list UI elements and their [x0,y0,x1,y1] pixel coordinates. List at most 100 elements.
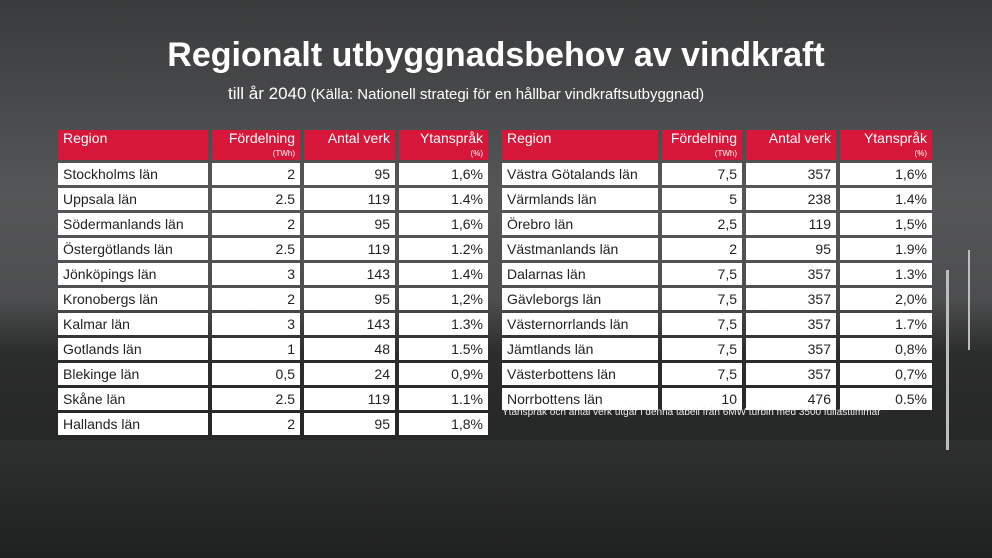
cell-fordelning: 7,5 [662,363,742,385]
cell-antal: 357 [746,363,836,385]
cell-region: Värmlands län [502,188,658,210]
left-table: Region Fördelning (TWh) Antal verk Ytanspråk… [58,130,488,438]
cell-ytansprak: 1.7% [840,313,932,335]
cell-antal: 357 [746,313,836,335]
header-label: Ytanspråk [863,130,927,146]
cell-fordelning: 1 [212,338,300,360]
subtitle: till år 2040 (Källa: Nationell strategi … [228,84,704,104]
wind-turbine [946,270,949,450]
cell-region: Jönköpings län [58,263,208,285]
subtitle-main: till år 2040 [228,84,307,103]
cell-region: Gotlands län [58,338,208,360]
cell-fordelning: 2 [212,163,300,185]
header-unit: (TWh) [714,149,737,158]
cell-ytansprak: 1,8% [399,413,488,435]
cell-region: Kronobergs län [58,288,208,310]
table-row: Västmanlands län 2 95 1.9% [502,238,932,260]
table-row: Örebro län 2,5 119 1,5% [502,213,932,235]
cell-antal: 119 [304,188,395,210]
cell-ytansprak: 1.4% [399,263,488,285]
header-fordelning: Fördelning (TWh) [662,130,742,160]
table-row: Dalarnas län 7,5 357 1.3% [502,263,932,285]
table-row: Gävleborgs län 7,5 357 2,0% [502,288,932,310]
footnote: Ytanspråk och antal verk utgår i denna t… [502,407,881,418]
cell-fordelning: 2 [212,413,300,435]
header-fordelning: Fördelning (TWh) [212,130,300,160]
cell-antal: 119 [304,238,395,260]
cell-fordelning: 3 [212,313,300,335]
cell-fordelning: 7,5 [662,313,742,335]
cell-antal: 238 [746,188,836,210]
cell-antal: 143 [304,313,395,335]
cell-fordelning: 7,5 [662,288,742,310]
table-row: Gotlands län 1 48 1.5% [58,338,488,360]
subtitle-source: (Källa: Nationell strategi för en hållba… [310,86,705,103]
table-row: Västernorrlands län 7,5 357 1.7% [502,313,932,335]
table-row: Hallands län 2 95 1,8% [58,413,488,435]
cell-antal: 357 [746,163,836,185]
cell-region: Skåne län [58,388,208,410]
cell-region: Kalmar län [58,313,208,335]
table-header: Region Fördelning (TWh) Antal verk Ytanspråk… [58,130,488,160]
table-row: Värmlands län 5 238 1.4% [502,188,932,210]
table-row: Norrbottens län 10 476 0.5% [502,388,932,410]
table-header: Region Fördelning (TWh) Antal verk Ytanspråk… [502,130,932,160]
header-label: Fördelning [228,130,295,146]
cell-ytansprak: 1.5% [399,338,488,360]
cell-region: Norrbottens län [502,388,658,410]
header-region: Region [502,130,658,160]
header-label: Antal verk [327,130,390,146]
cell-region: Gävleborgs län [502,288,658,310]
cell-antal: 48 [304,338,395,360]
table-row: Jönköpings län 3 143 1.4% [58,263,488,285]
cell-fordelning: 2 [212,288,300,310]
cell-region: Västernorrlands län [502,313,658,335]
cell-antal: 143 [304,263,395,285]
cell-ytansprak: 1.3% [840,263,932,285]
cell-region: Jämtlands län [502,338,658,360]
cell-ytansprak: 1.9% [840,238,932,260]
table-row: Södermanlands län 2 95 1,6% [58,213,488,235]
table-row: Västerbottens län 7,5 357 0,7% [502,363,932,385]
cell-antal: 95 [304,163,395,185]
table-row: Kalmar län 3 143 1.3% [58,313,488,335]
header-label: Region [507,130,552,146]
wind-turbine [968,250,970,350]
cell-fordelning: 5 [662,188,742,210]
cell-ytansprak: 1.4% [840,188,932,210]
cell-antal: 119 [746,213,836,235]
cell-region: Stockholms län [58,163,208,185]
cell-ytansprak: 0,9% [399,363,488,385]
cell-antal: 357 [746,338,836,360]
cell-ytansprak: 1,6% [399,213,488,235]
cell-region: Södermanlands län [58,213,208,235]
table-row: Östergötlands län 2.5 119 1.2% [58,238,488,260]
header-label: Antal verk [768,130,831,146]
cell-fordelning: 2 [212,213,300,235]
cell-fordelning: 2,5 [662,213,742,235]
cell-ytansprak: 1.1% [399,388,488,410]
cell-fordelning: 3 [212,263,300,285]
cell-ytansprak: 0,8% [840,338,932,360]
cell-region: Hallands län [58,413,208,435]
cell-ytansprak: 2,0% [840,288,932,310]
cell-region: Örebro län [502,213,658,235]
header-label: Ytanspråk [419,130,483,146]
cell-antal: 476 [746,388,836,410]
header-label: Fördelning [670,130,737,146]
cell-fordelning: 10 [662,388,742,410]
cell-region: Dalarnas län [502,263,658,285]
header-ytansprak: Ytanspråk (%) [840,130,932,160]
cell-antal: 357 [746,263,836,285]
cell-antal: 24 [304,363,395,385]
table-row: Jämtlands län 7,5 357 0,8% [502,338,932,360]
table-row: Kronobergs län 2 95 1,2% [58,288,488,310]
cell-fordelning: 2.5 [212,388,300,410]
cell-region: Östergötlands län [58,238,208,260]
cell-antal: 119 [304,388,395,410]
header-antal: Antal verk [304,130,395,160]
cell-antal: 95 [304,213,395,235]
cell-region: Uppsala län [58,188,208,210]
header-antal: Antal verk [746,130,836,160]
header-unit: (%) [470,149,483,158]
